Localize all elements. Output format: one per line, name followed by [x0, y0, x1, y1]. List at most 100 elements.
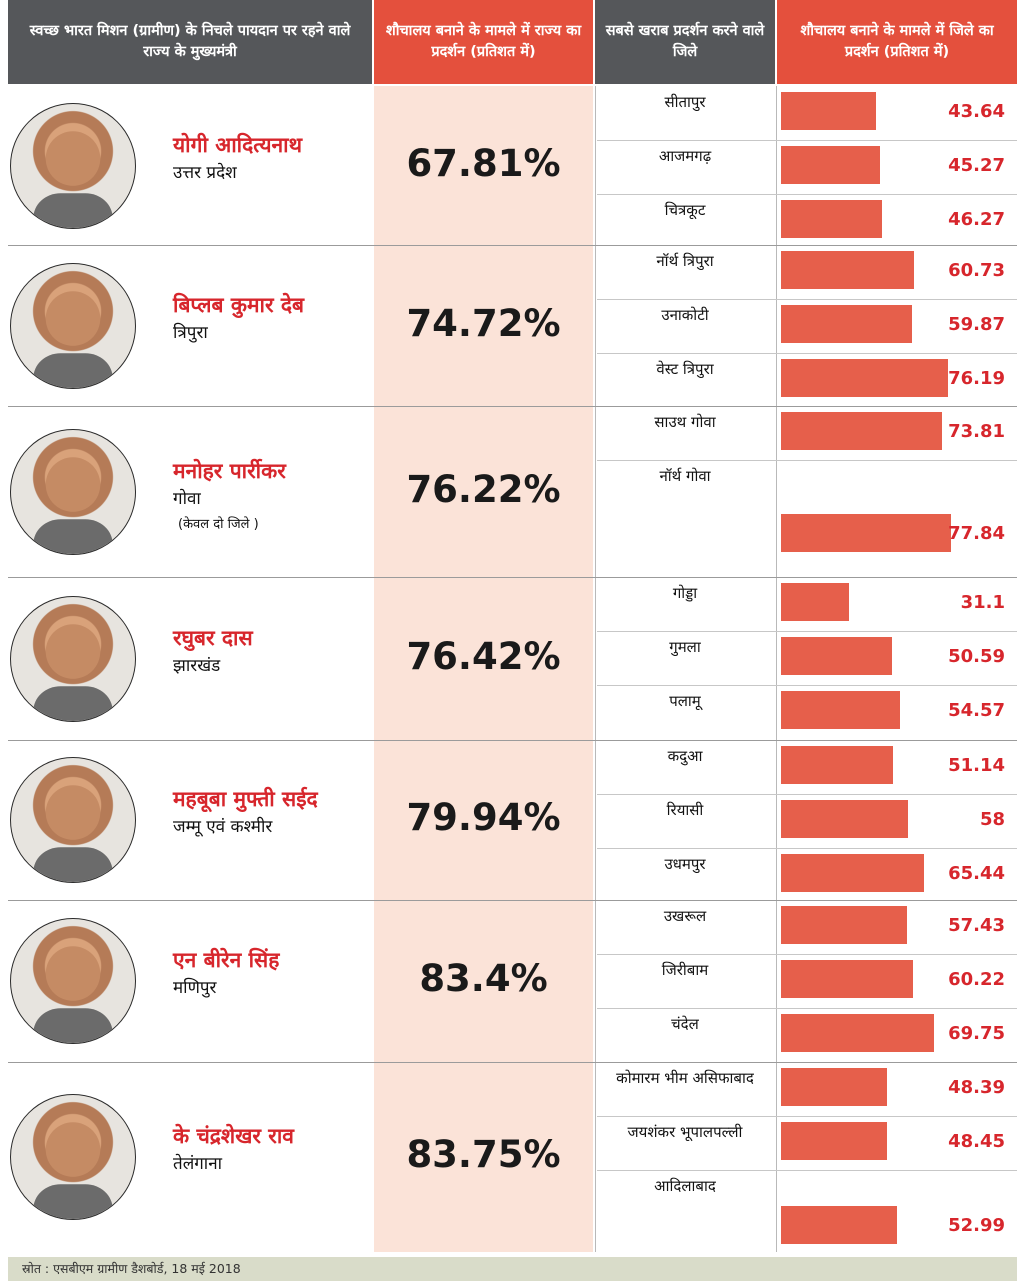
row-divider: [597, 794, 1017, 795]
district-name: सीतापुर: [664, 93, 706, 111]
district-bar: [781, 200, 882, 238]
district-bar: [781, 92, 876, 130]
cm-photo: [10, 918, 136, 1044]
cm-state: तेलंगाना: [173, 1154, 223, 1174]
cm-name: के चंद्रशेखर राव: [173, 1124, 294, 1148]
row-divider: [597, 353, 1017, 354]
district-value: 50.59: [948, 646, 1005, 667]
state-percentage: 79.94%: [406, 796, 561, 839]
cm-photo: [10, 262, 136, 389]
district-value: 57.43: [948, 915, 1005, 936]
header-district-performance: शौचालय बनाने के मामले में जिले का प्रदर्…: [777, 0, 1017, 84]
source-footer: स्रोत : एसबीएम ग्रामीण डैशबोर्ड, 18 मई 2…: [8, 1257, 1017, 1281]
district-bar: [781, 146, 880, 184]
block-divider: [8, 1062, 1017, 1063]
district-name: नॉर्थ त्रिपुरा: [656, 252, 714, 270]
district-value: 48.39: [948, 1077, 1005, 1098]
district-name: चंदेल: [671, 1015, 699, 1033]
district-bar: [781, 906, 907, 944]
state-percentage: 76.22%: [406, 467, 561, 511]
district-name: आदिलाबाद: [654, 1177, 716, 1195]
cm-name: महबूबा मुफ्ती सईद: [173, 787, 318, 811]
district-bar: [781, 305, 912, 343]
state-percentage: 83.4%: [419, 957, 548, 1000]
district-name: जयशंकर भूपालपल्ली: [627, 1123, 743, 1141]
district-name: उखरूल: [663, 907, 707, 925]
row-divider: [597, 1008, 1017, 1009]
district-bar: [781, 746, 893, 784]
district-value: 73.81: [948, 421, 1005, 442]
row-divider: [597, 631, 1017, 632]
cm-state: गोवा: [173, 488, 201, 509]
district-value: 51.14: [948, 755, 1005, 776]
district-name: उनाकोटी: [661, 306, 709, 324]
cm-name: मनोहर पार्रीकर: [173, 458, 286, 483]
district-value: 45.27: [948, 155, 1005, 176]
district-bar: [781, 583, 849, 621]
district-name: उधमपुर: [664, 855, 706, 873]
block-divider: [8, 406, 1017, 407]
state-percentage: 67.81%: [406, 141, 561, 185]
state-percentage: 74.72%: [406, 301, 561, 345]
cm-state: उत्तर प्रदेश: [173, 162, 237, 183]
district-bar: [781, 691, 900, 729]
district-value: 46.27: [948, 209, 1005, 230]
district-name: कदुआ: [667, 747, 703, 765]
state-percentage: 76.42%: [406, 634, 561, 678]
district-value: 31.1: [960, 592, 1005, 613]
district-bar: [781, 513, 951, 552]
district-bar: [781, 1068, 887, 1106]
cm-photo: [10, 102, 136, 229]
column-divider: [776, 86, 777, 1252]
cm-name: बिप्लब कुमार देब: [173, 292, 304, 317]
district-bar: [781, 412, 942, 450]
district-value: 60.73: [948, 260, 1005, 281]
cm-name: एन बीरेन सिंह: [173, 948, 280, 972]
cm-name: रघुबर दास: [173, 625, 253, 650]
district-value: 43.64: [948, 101, 1005, 122]
district-name: गुमला: [669, 638, 701, 656]
cm-photo: [10, 757, 136, 883]
district-value: 69.75: [948, 1023, 1005, 1044]
district-value: 52.99: [948, 1215, 1005, 1236]
district-name: गोड्डा: [672, 584, 698, 602]
state-percentage: 83.75%: [406, 1133, 561, 1176]
cm-note: (केवल दो जिले ): [178, 516, 259, 532]
district-name: आजमगढ़: [658, 147, 712, 165]
district-value: 48.45: [948, 1131, 1005, 1152]
district-name: चित्रकूट: [664, 201, 706, 219]
district-bar: [781, 637, 892, 675]
district-name: वेस्ट त्रिपुरा: [656, 360, 714, 378]
state-percent-column: [374, 86, 593, 1252]
district-name: कोमारम भीम असिफाबाद: [616, 1069, 754, 1087]
cm-photo: [10, 595, 136, 722]
block-divider: [8, 577, 1017, 578]
row-divider: [597, 140, 1017, 141]
district-name: रियासी: [666, 801, 704, 819]
district-bar: [781, 854, 924, 892]
district-name: जिरीबाम: [661, 961, 709, 979]
column-divider: [595, 86, 596, 1252]
district-bar: [781, 1014, 934, 1052]
district-name: पलामू: [669, 692, 701, 710]
header-chief-ministers: स्वच्छ भारत मिशन (ग्रामीण) के निचले पायद…: [8, 0, 372, 84]
cm-name: योगी आदित्यनाथ: [173, 132, 303, 157]
block-divider: [8, 900, 1017, 901]
cm-state: झारखंड: [173, 655, 221, 676]
row-divider: [597, 848, 1017, 849]
district-name: साउथ गोवा: [654, 413, 716, 431]
row-divider: [597, 460, 1017, 461]
district-bar: [781, 359, 948, 397]
district-value: 65.44: [948, 863, 1005, 884]
district-value: 77.84: [948, 522, 1005, 544]
district-bar: [781, 251, 914, 289]
cm-state: जम्मू एवं कश्मीर: [173, 817, 273, 837]
district-bar: [781, 1122, 887, 1160]
row-divider: [597, 1170, 1017, 1171]
row-divider: [597, 299, 1017, 300]
row-divider: [597, 954, 1017, 955]
block-divider: [8, 740, 1017, 741]
row-divider: [597, 685, 1017, 686]
district-value: 60.22: [948, 969, 1005, 990]
district-value: 54.57: [948, 700, 1005, 721]
